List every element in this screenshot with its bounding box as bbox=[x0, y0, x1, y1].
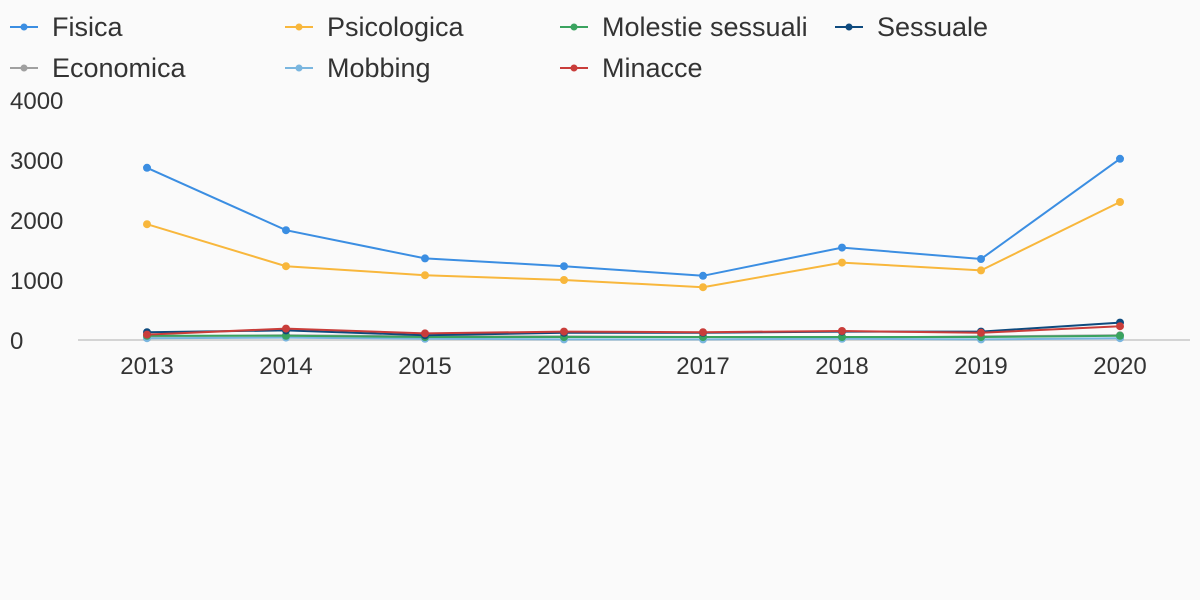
data-point bbox=[1116, 198, 1124, 206]
series-line bbox=[146, 325, 1121, 336]
data-point bbox=[282, 324, 290, 333]
x-tick-label: 2020 bbox=[1093, 353, 1146, 380]
data-point bbox=[977, 328, 985, 337]
data-point bbox=[143, 163, 151, 172]
data-point bbox=[838, 327, 846, 335]
data-point bbox=[838, 258, 846, 267]
data-point bbox=[560, 327, 568, 336]
series-psicologica bbox=[143, 198, 1124, 292]
legend-marker bbox=[570, 64, 578, 72]
legend-marker bbox=[295, 64, 303, 72]
legend-item-psicologica: Psicologica bbox=[285, 12, 465, 42]
legend-label: Molestie sessuali bbox=[602, 12, 808, 42]
x-tick-label: 2019 bbox=[954, 353, 1007, 380]
legend-marker bbox=[295, 23, 303, 31]
legend-item-sessuale: Sessuale bbox=[835, 12, 988, 42]
series-fisica bbox=[143, 154, 1124, 280]
data-point bbox=[421, 271, 429, 280]
data-point bbox=[143, 220, 151, 229]
data-point bbox=[1116, 154, 1124, 163]
data-point bbox=[977, 266, 985, 275]
y-tick-label: 2000 bbox=[10, 208, 63, 235]
x-tick-label: 2015 bbox=[398, 353, 451, 380]
y-tick-label: 3000 bbox=[10, 148, 63, 175]
data-point bbox=[282, 226, 290, 235]
y-tick-label: 0 bbox=[10, 328, 23, 355]
plot-area bbox=[143, 154, 1124, 344]
series-minacce bbox=[143, 322, 1124, 339]
y-tick-label: 4000 bbox=[10, 88, 63, 115]
data-point bbox=[977, 255, 985, 263]
x-tick-label: 2017 bbox=[676, 353, 729, 380]
series-line bbox=[147, 334, 1121, 338]
data-point bbox=[699, 271, 707, 280]
x-tick-label: 2018 bbox=[815, 353, 868, 380]
data-point bbox=[282, 262, 290, 271]
legend-marker bbox=[20, 64, 28, 72]
y-axis: 0 1000 2000 3000 4000 bbox=[10, 88, 63, 355]
legend-marker bbox=[845, 23, 853, 31]
data-point bbox=[1116, 331, 1124, 340]
x-tick-label: 2013 bbox=[120, 353, 173, 380]
series-line bbox=[146, 336, 1121, 341]
series-line bbox=[146, 157, 1121, 277]
x-tick-label: 2016 bbox=[537, 353, 590, 380]
legend-item-minacce: Minacce bbox=[560, 53, 703, 83]
legend-label: Mobbing bbox=[327, 53, 431, 83]
x-tick-label: 2014 bbox=[259, 353, 312, 380]
legend-marker bbox=[20, 23, 28, 31]
y-tick-label: 1000 bbox=[10, 268, 63, 295]
data-point bbox=[699, 283, 707, 292]
legend-label: Economica bbox=[52, 53, 187, 83]
data-point bbox=[143, 330, 151, 339]
legend-label: Minacce bbox=[602, 53, 703, 83]
legend-item-fisica: Fisica bbox=[10, 12, 123, 42]
legend-item-mobbing: Mobbing bbox=[285, 53, 431, 83]
legend-item-molestie-sessuali: Molestie sessuali bbox=[560, 12, 808, 42]
series-line bbox=[146, 201, 1121, 289]
legend-marker bbox=[570, 23, 578, 31]
x-axis: 2013 2014 2015 2016 2017 2018 2019 2020 bbox=[120, 353, 1146, 380]
data-point bbox=[838, 243, 846, 252]
legend-label: Psicologica bbox=[327, 12, 465, 42]
data-point bbox=[421, 254, 429, 263]
legend-label: Sessuale bbox=[877, 12, 988, 42]
data-point bbox=[560, 262, 568, 271]
data-point bbox=[421, 329, 429, 338]
legend-item-economica: Economica bbox=[10, 53, 187, 83]
data-point bbox=[560, 276, 568, 284]
data-point bbox=[699, 328, 707, 337]
legend: Fisica Psicologica Molestie sessuali Sessua… bbox=[10, 12, 988, 83]
legend-label: Fisica bbox=[52, 12, 123, 42]
data-point bbox=[1116, 322, 1124, 331]
